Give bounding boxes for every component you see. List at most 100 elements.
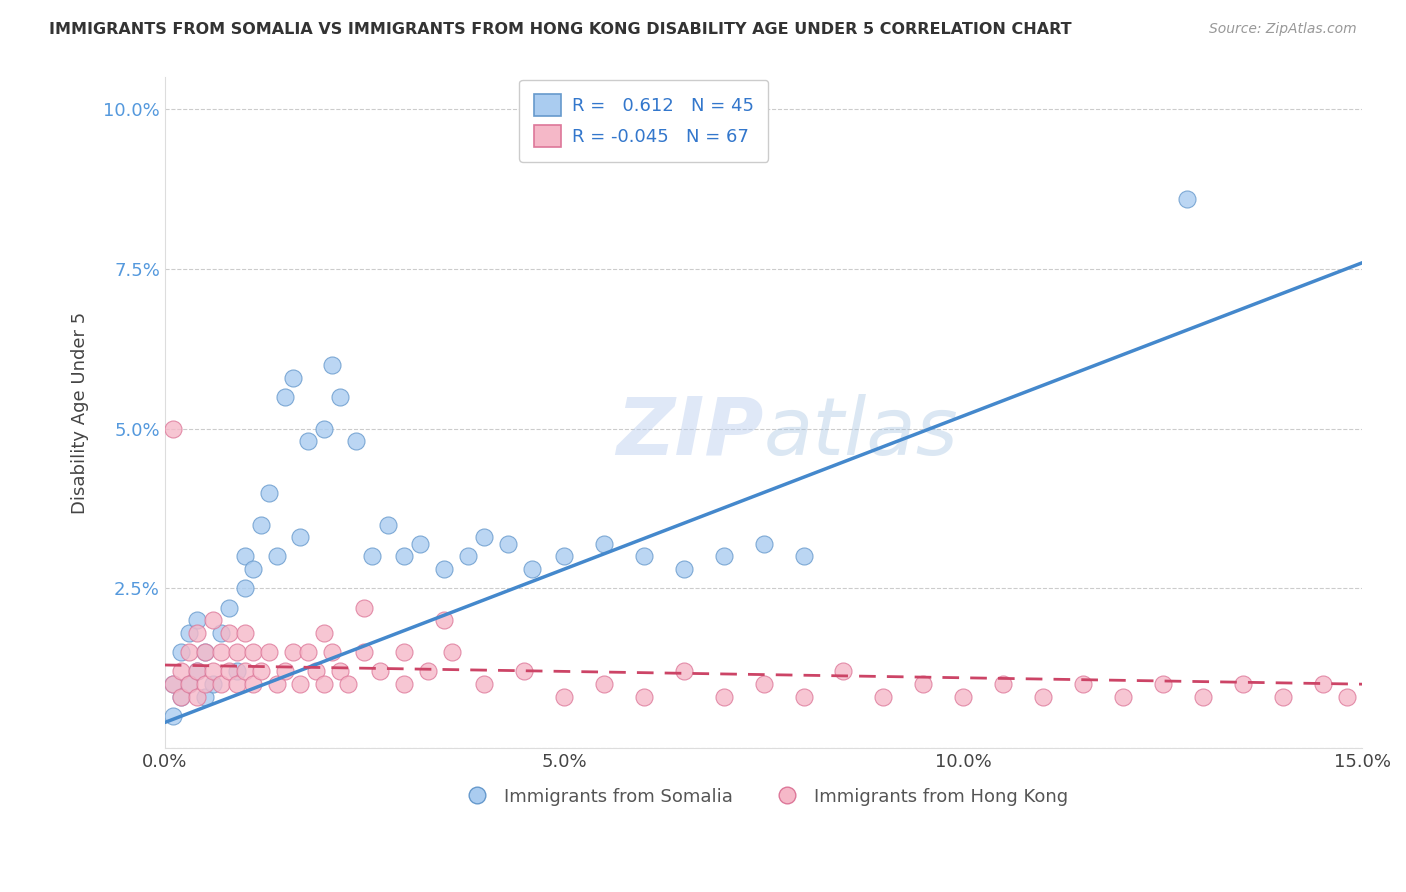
Point (912, 677, 935, 691)
Point (170, 645, 193, 659)
Point (233, 582, 256, 596)
Point (290, 530, 312, 544)
Point (162, 677, 184, 691)
Point (242, 562, 264, 576)
Y-axis label: Disability Age Under 5: Disability Age Under 5 (72, 311, 89, 514)
Text: atlas: atlas (763, 394, 959, 472)
Point (186, 613, 208, 627)
Point (201, 665, 224, 679)
Point (177, 626, 200, 640)
Point (513, 665, 536, 679)
Point (353, 645, 375, 659)
Point (209, 626, 232, 640)
Point (218, 665, 240, 679)
Point (194, 645, 217, 659)
Point (1232, 677, 1254, 691)
Point (194, 645, 217, 659)
Point (394, 645, 416, 659)
Point (177, 645, 200, 659)
Point (233, 549, 256, 564)
Text: Source: ZipAtlas.com: Source: ZipAtlas.com (1209, 22, 1357, 37)
Point (209, 677, 232, 691)
Point (593, 677, 616, 691)
Point (314, 677, 336, 691)
Point (186, 665, 208, 679)
Point (672, 562, 695, 576)
Point (1112, 690, 1135, 704)
Point (418, 665, 440, 679)
Point (218, 600, 240, 615)
Point (233, 626, 256, 640)
Point (194, 677, 217, 691)
Point (314, 626, 336, 640)
Point (186, 690, 208, 704)
Point (201, 677, 224, 691)
Point (209, 645, 232, 659)
Point (225, 665, 247, 679)
Point (409, 536, 432, 550)
Point (713, 549, 735, 564)
Point (329, 665, 352, 679)
Point (433, 613, 456, 627)
Text: ZIP: ZIP (616, 394, 763, 472)
Point (297, 645, 319, 659)
Text: IMMIGRANTS FROM SOMALIA VS IMMIGRANTS FROM HONG KONG DISABILITY AGE UNDER 5 CORR: IMMIGRANTS FROM SOMALIA VS IMMIGRANTS FR… (49, 22, 1071, 37)
Point (353, 600, 375, 615)
Point (472, 530, 495, 544)
Point (1191, 690, 1213, 704)
Point (793, 549, 815, 564)
Point (1271, 690, 1294, 704)
Point (281, 370, 304, 384)
Point (337, 677, 360, 691)
Point (329, 390, 352, 404)
Point (872, 690, 894, 704)
Point (233, 665, 256, 679)
Point (257, 645, 280, 659)
Point (170, 665, 193, 679)
Point (793, 690, 815, 704)
Point (162, 709, 184, 723)
Point (672, 665, 695, 679)
Point (433, 562, 456, 576)
Point (832, 665, 855, 679)
Point (201, 613, 224, 627)
Point (394, 677, 416, 691)
Point (752, 536, 775, 550)
Point (273, 390, 295, 404)
Point (194, 690, 217, 704)
Point (242, 645, 264, 659)
Point (242, 677, 264, 691)
Point (1032, 690, 1054, 704)
Point (952, 690, 974, 704)
Point (218, 626, 240, 640)
Point (177, 677, 200, 691)
Point (1336, 690, 1358, 704)
Point (752, 677, 775, 691)
Point (457, 549, 479, 564)
Point (1152, 677, 1174, 691)
Point (713, 690, 735, 704)
Point (266, 549, 288, 564)
Point (593, 536, 616, 550)
Point (170, 690, 193, 704)
Point (290, 677, 312, 691)
Point (496, 536, 519, 550)
Point (321, 645, 343, 659)
Point (177, 677, 200, 691)
Point (225, 645, 247, 659)
Point (520, 562, 543, 576)
Point (344, 434, 367, 449)
Point (266, 677, 288, 691)
Legend: Immigrants from Somalia, Immigrants from Hong Kong: Immigrants from Somalia, Immigrants from… (451, 780, 1076, 813)
Point (441, 645, 464, 659)
Point (257, 485, 280, 500)
Point (1175, 192, 1198, 206)
Point (249, 665, 271, 679)
Point (321, 358, 343, 372)
Point (186, 626, 208, 640)
Point (377, 517, 399, 532)
Point (305, 665, 328, 679)
Point (297, 434, 319, 449)
Point (633, 549, 655, 564)
Point (186, 665, 208, 679)
